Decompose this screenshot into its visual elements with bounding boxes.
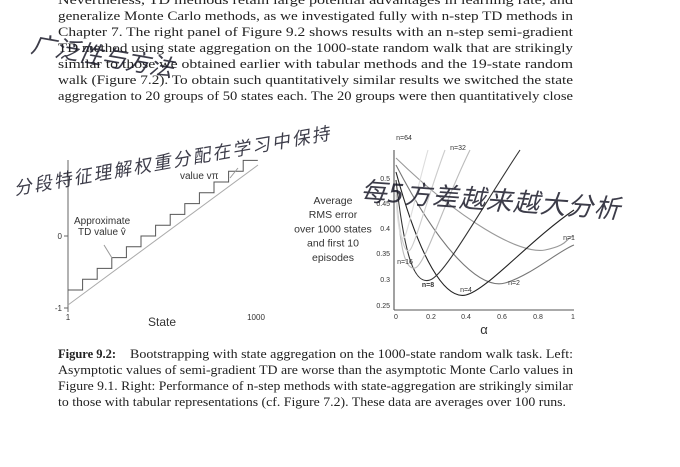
y-tick-label: 0.5 bbox=[380, 176, 390, 183]
right-panel bbox=[393, 149, 575, 311]
body-line: similar to those we obtained earlier wit… bbox=[58, 57, 573, 71]
curve-label: n=16 bbox=[397, 259, 413, 266]
y-tick-label: 0 bbox=[58, 232, 63, 241]
curve-label: n=1 bbox=[563, 235, 575, 242]
label: TD value v̂ bbox=[78, 226, 126, 238]
body-line: Nevertheless, TD methods retain large po… bbox=[58, 0, 574, 7]
curve-label: n=32 bbox=[450, 145, 466, 152]
caption-label: Figure 9.2: bbox=[58, 347, 116, 361]
label: over 1000 states bbox=[294, 223, 372, 235]
body-line: Chapter 7. The right panel of Figure 9.2… bbox=[58, 25, 574, 39]
caption-line: Figure 9.1. Right: Performance of n-step… bbox=[58, 379, 574, 393]
y-tick-label: 0.45 bbox=[376, 201, 390, 208]
body-line: aggregation to 20 groups of 50 states ea… bbox=[58, 89, 574, 103]
curve-label: n=2 bbox=[508, 280, 520, 287]
y-tick-label: 0.4 bbox=[380, 226, 390, 233]
body-line: generalize Monte Carlo methods, as we in… bbox=[58, 9, 574, 23]
x-tick-label: 1 bbox=[571, 314, 575, 321]
x-tick-label: 0.4 bbox=[461, 314, 471, 321]
curve-label: n=8 bbox=[422, 282, 434, 289]
axis-label: α bbox=[480, 322, 488, 337]
x-tick-label: 0.8 bbox=[533, 314, 543, 321]
label: episodes bbox=[312, 252, 354, 264]
x-tick-label: 0.2 bbox=[426, 314, 436, 321]
caption-line: to those with tabular representations (c… bbox=[58, 395, 566, 409]
label: RMS error bbox=[309, 209, 358, 221]
x-tick-label: 1 bbox=[66, 313, 71, 322]
curve-label: n=64 bbox=[396, 135, 412, 142]
y-tick-label: 0.35 bbox=[376, 251, 390, 258]
x-tick-label: 1000 bbox=[247, 313, 265, 322]
label: Average bbox=[314, 195, 353, 207]
left-panel bbox=[64, 159, 259, 312]
curve-label: n=4 bbox=[460, 287, 472, 294]
body-line: TD method using state aggregation on the… bbox=[58, 41, 574, 55]
y-tick-label: -1 bbox=[55, 304, 63, 313]
body-text: Nevertheless, TD methods retain large po… bbox=[58, 0, 574, 103]
label: value vπ bbox=[180, 171, 219, 182]
handwritten-note: 分段特征理解权重分配在学习中保持 bbox=[12, 123, 333, 200]
label: and first 10 bbox=[307, 238, 359, 250]
x-tick-label: 0.6 bbox=[497, 314, 507, 321]
caption-line: Bootstrapping with state aggregation on … bbox=[130, 347, 573, 361]
x-tick-label: 0 bbox=[394, 314, 398, 321]
caption: Figure 9.2: Bootstrapping with state aggr… bbox=[58, 347, 574, 409]
y-tick-label: 0.3 bbox=[380, 277, 390, 284]
caption-line: Asymptotic values of semi-gradient TD ar… bbox=[58, 363, 574, 377]
y-tick-label: 0.25 bbox=[376, 303, 390, 310]
body-line: walk (Figure 7.2). To obtain such quanti… bbox=[58, 73, 574, 87]
handwritten-note: 每5方差越来越大分析 bbox=[360, 177, 624, 225]
label: Approximate bbox=[74, 216, 131, 227]
axis-label: State bbox=[148, 315, 176, 329]
